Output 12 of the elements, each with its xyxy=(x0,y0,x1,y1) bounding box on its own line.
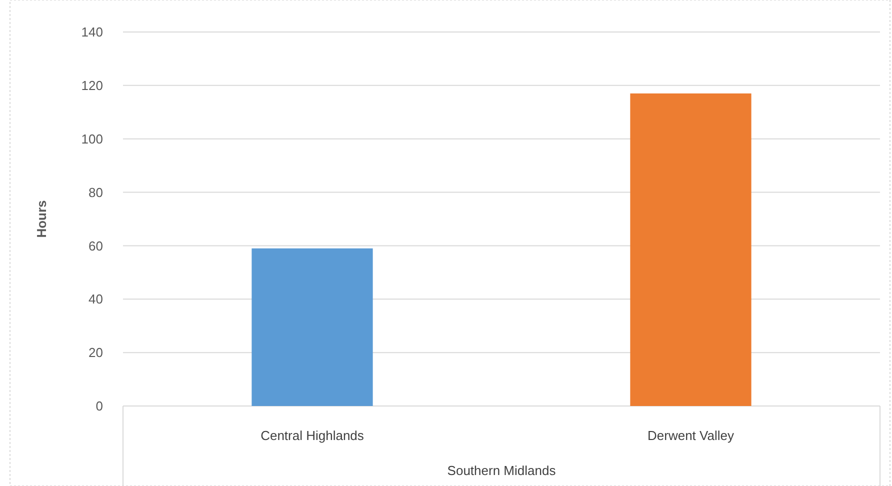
x-tick-label: Derwent Valley xyxy=(648,428,734,443)
y-tick-label: 140 xyxy=(81,24,103,40)
y-tick-label: 80 xyxy=(88,184,103,200)
x-axis-title: Southern Midlands xyxy=(447,463,556,478)
x-tick-label: Central Highlands xyxy=(260,428,364,443)
y-tick-label: 60 xyxy=(88,238,103,254)
y-axis-title: Hours xyxy=(34,200,49,238)
y-tick-label: 120 xyxy=(81,78,103,93)
y-tick-label: 0 xyxy=(96,398,103,414)
y-tick-label: 100 xyxy=(81,131,103,146)
y-tick-label: 40 xyxy=(88,292,103,307)
y-tick-label: 20 xyxy=(88,345,103,360)
